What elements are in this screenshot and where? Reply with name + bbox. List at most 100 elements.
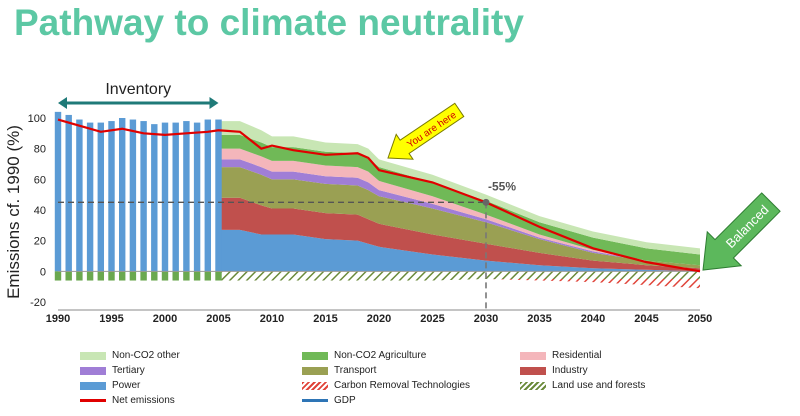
inventory-bar (151, 124, 158, 272)
legend-item: Carbon Removal Technologies (302, 380, 470, 391)
legend-swatch (302, 399, 328, 402)
you-are-here-arrow: You are here (387, 102, 465, 160)
inventory-land-bar (183, 271, 190, 281)
negative-areas (218, 271, 700, 289)
emissions-chart: 1990 1995 2000 2005 2010 2015 2020 2025 2030 2035… (4, 81, 781, 325)
area-transport (218, 167, 700, 269)
y-tick-label: 40 (34, 205, 46, 217)
area-carbon-removal-technologies (218, 279, 700, 289)
balanced-arrow: Balanced (702, 192, 781, 271)
legend-item: Land use and forests (520, 380, 645, 391)
inventory-bars (54, 111, 222, 281)
inventory-bar (65, 114, 72, 272)
inventory-land-bar (151, 271, 158, 281)
inventory-land-bar (65, 271, 72, 281)
inventory-bar (129, 119, 137, 272)
inventory-arrow-right-head (209, 97, 219, 109)
legend-item: Tertiary (80, 365, 145, 376)
legend-label: Transport (334, 365, 377, 376)
x-tick-label: 2010 (260, 313, 284, 325)
legend-label: Carbon Removal Technologies (334, 380, 471, 391)
y-tick-label: 0 (40, 266, 46, 278)
y-tick-label: -20 (30, 297, 46, 309)
axes: 1990 1995 2000 2005 2010 2015 2020 2025 2030 2035… (4, 113, 712, 325)
legend-label: Power (112, 380, 141, 391)
legend-label: Industry (552, 365, 588, 376)
legend-item: Residential (520, 350, 601, 361)
legend-item: Industry (520, 365, 588, 376)
page-title: Pathway to climate neutrality (14, 2, 524, 43)
y-tick-label: 20 (34, 236, 46, 248)
inventory-land-bar (54, 271, 62, 281)
inventory-bar (76, 119, 83, 272)
legend-item: Transport (302, 365, 376, 376)
inventory-land-bar (140, 271, 147, 281)
legend-swatch (80, 399, 106, 402)
inventory-land-bar (161, 271, 169, 281)
inventory-bar (97, 122, 105, 272)
x-tick-label: 2040 (581, 313, 605, 325)
reference-point (482, 198, 490, 206)
legend-item: Net emissions (80, 395, 175, 406)
legend-swatch (302, 366, 328, 375)
inventory-land-bar (204, 271, 212, 281)
y-tick-label: 80 (34, 144, 46, 156)
legend-swatch (302, 351, 328, 360)
inventory-bar (161, 122, 169, 272)
area-land-use-and-forests (218, 271, 700, 281)
x-tick-label: 2000 (153, 313, 177, 325)
inventory-bar (140, 121, 147, 272)
x-tick-label: 2015 (313, 313, 337, 325)
inventory-label: Inventory (105, 81, 171, 98)
legend-item: Non-CO2 other (80, 350, 180, 361)
inventory-land-bar (97, 271, 105, 281)
legend-swatch (80, 351, 106, 360)
minus-55-label: -55% (488, 179, 516, 193)
y-tick-label: 100 (28, 113, 46, 125)
inventory-bar (172, 122, 179, 272)
inventory-bar (54, 111, 62, 272)
area-power (218, 229, 700, 272)
x-tick-label: 2045 (634, 313, 658, 325)
legend-item: Non-CO2 Agriculture (302, 350, 426, 361)
legend-label: Tertiary (112, 365, 145, 376)
y-axis-label: Emissions cf. 1990 (%) (4, 125, 23, 299)
inventory-land-bar (118, 271, 126, 281)
legend-label: Land use and forests (552, 380, 646, 391)
legend-label: Non-CO2 Agriculture (334, 350, 427, 361)
area-industry (218, 197, 700, 272)
inventory-land-bar (86, 271, 94, 281)
area-non-co2-other (218, 121, 700, 255)
x-tick-label: 2050 (688, 313, 712, 325)
legend-label: Residential (552, 350, 602, 361)
y-tick-label: 60 (34, 174, 46, 186)
x-tick-label: 2025 (420, 313, 444, 325)
x-tick-label: 2020 (367, 313, 391, 325)
legend-swatch (520, 351, 546, 360)
stacked-areas (218, 121, 700, 272)
x-tick-label: 2005 (206, 313, 230, 325)
inventory-bar (215, 119, 222, 272)
area-non-co2-agriculture (218, 134, 700, 266)
inventory-bar (118, 118, 126, 272)
inventory-bar (108, 121, 115, 272)
x-tick-label: 1995 (99, 313, 123, 325)
you-are-here-label: You are here (405, 109, 459, 150)
x-tick-label: 1990 (46, 313, 70, 325)
inventory-bar (193, 122, 201, 272)
legend-item: GDP (302, 395, 356, 406)
net-emissions-line (57, 118, 701, 273)
inventory-bar (183, 121, 190, 272)
x-tick-label: 2035 (527, 313, 551, 325)
balanced-shape (702, 192, 781, 271)
inventory-bar (86, 122, 94, 272)
legend-label: Non-CO2 other (112, 350, 180, 361)
x-tick-label: 2030 (474, 313, 498, 325)
legend-label: Net emissions (112, 395, 175, 406)
inventory-land-bar (215, 271, 222, 281)
you-are-here-shape (387, 102, 465, 160)
legend-swatch (80, 381, 106, 390)
legend-swatch (520, 366, 546, 375)
inventory-land-bar (172, 271, 179, 281)
legend-swatch (302, 381, 328, 390)
